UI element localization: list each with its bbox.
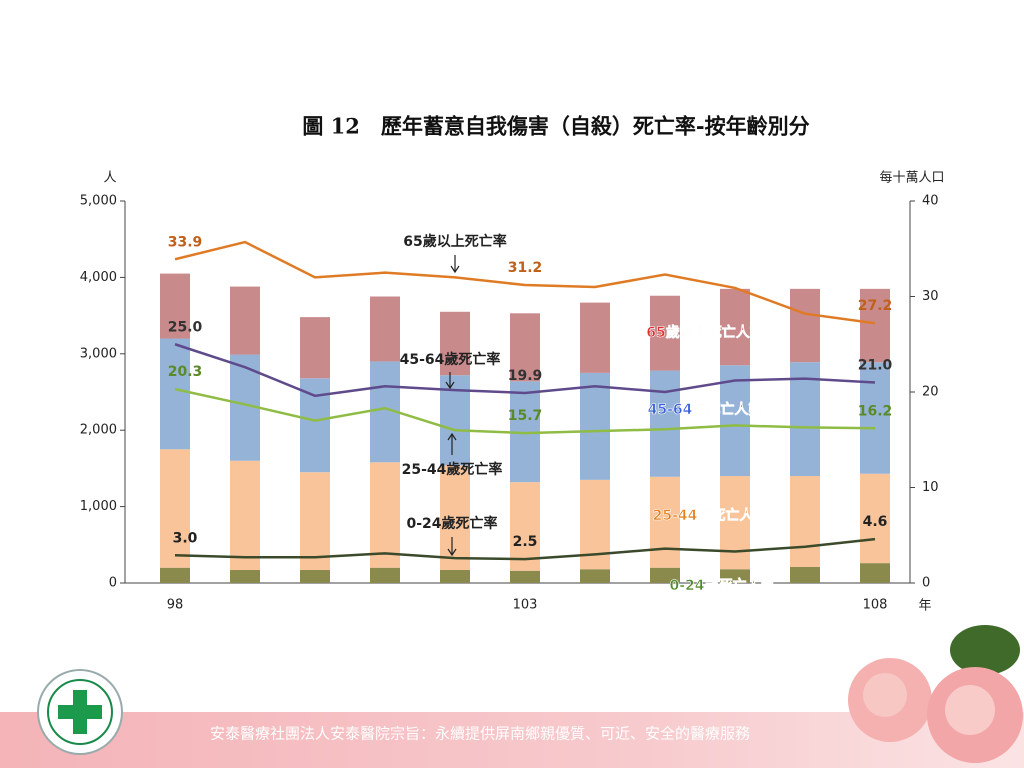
y-tick-label: 0 — [109, 576, 117, 591]
value-label: 31.2 — [508, 260, 543, 276]
bar-segment — [860, 563, 890, 583]
series-label: 65歲以上死亡人數 — [646, 324, 763, 341]
series-label: 0-24歲死亡人數 — [669, 577, 774, 594]
series-label: 25-44歲死亡人數 — [653, 507, 768, 524]
value-label: 25.0 — [168, 319, 203, 335]
bar-segment — [790, 566, 820, 583]
bar-segment — [580, 302, 610, 373]
y2-tick-label: 40 — [922, 194, 939, 209]
bar-segment — [720, 288, 750, 366]
y2-tick-label: 10 — [922, 480, 939, 495]
bar-segment — [860, 473, 890, 564]
y-tick-label: 3,000 — [80, 346, 117, 361]
value-label: 4.6 — [863, 514, 888, 530]
bar-segment — [720, 569, 750, 583]
bar-segment — [440, 465, 470, 571]
bar-segment — [440, 570, 470, 583]
value-label: 2.5 — [513, 534, 538, 550]
value-label: 19.9 — [508, 368, 543, 384]
line — [174, 343, 876, 398]
arrow-head — [447, 548, 457, 557]
value-label: 15.7 — [508, 408, 543, 424]
arrow-head — [450, 265, 460, 274]
roses — [848, 625, 1023, 763]
bar-segment — [370, 462, 400, 568]
bar-segment — [160, 449, 190, 568]
y-tick-label: 1,000 — [80, 499, 117, 514]
bar-segment — [790, 476, 820, 567]
bar-segment — [720, 476, 750, 570]
x-axis-label: 年 — [918, 599, 931, 614]
bar-segment — [160, 338, 190, 450]
x-tick-label: 108 — [863, 598, 888, 613]
line — [174, 240, 876, 325]
y2-tick-label: 0 — [922, 576, 930, 591]
y-tick-label: 4,000 — [80, 270, 117, 285]
bar-segment — [650, 370, 680, 477]
bar-segment — [510, 482, 540, 571]
bar-segment — [860, 288, 890, 363]
bar-segment — [230, 570, 260, 583]
y-axis-label: 人 — [103, 171, 116, 186]
bar-segment — [300, 472, 330, 571]
value-label: 20.3 — [168, 364, 203, 380]
series-label: 45-64歲死亡人數 — [648, 401, 763, 418]
footer-text: 安泰醫療社團法人安泰醫院宗旨：永續提供屏南鄉親優質、可近、安全的醫療服務 — [210, 725, 750, 743]
arrow-head — [445, 381, 455, 390]
bar-segment — [580, 372, 610, 480]
series-label: 0-24歲死亡率 — [406, 515, 497, 532]
series-label: 25-44歲死亡率 — [402, 461, 503, 478]
bar-segment — [580, 569, 610, 583]
bar-segment — [790, 362, 820, 477]
bar-segment — [510, 570, 540, 583]
bar-segment — [160, 273, 190, 339]
value-label: 21.0 — [858, 357, 893, 373]
y-tick-label: 5,000 — [80, 194, 117, 209]
logo — [37, 669, 123, 755]
footer-band — [0, 712, 1024, 768]
y2-axis-label: 每十萬人口 — [879, 170, 944, 186]
chart-title: 圖 12 歷年蓄意自我傷害（自殺）死亡率-按年齡別分 — [302, 114, 809, 139]
bar-segment — [300, 317, 330, 379]
bar-segment — [370, 567, 400, 583]
y-tick-label: 2,000 — [80, 423, 117, 438]
bar-segment — [300, 570, 330, 583]
value-label: 27.2 — [858, 298, 893, 314]
value-label: 33.9 — [168, 234, 203, 250]
value-label: 16.2 — [858, 403, 893, 419]
series-label: 45-64歲死亡率 — [400, 351, 501, 368]
bar-segment — [160, 567, 190, 583]
arrow-head — [447, 432, 457, 441]
y2-tick-label: 30 — [922, 289, 939, 304]
value-label: 3.0 — [173, 530, 198, 546]
series-label: 65歲以上死亡率 — [403, 233, 506, 250]
x-tick-label: 103 — [513, 598, 538, 613]
bar-segment — [440, 311, 470, 376]
bar-segment — [650, 567, 680, 583]
y2-tick-label: 20 — [922, 385, 939, 400]
bar-segment — [650, 295, 680, 371]
bar-segment — [720, 365, 750, 477]
x-tick-label: 98 — [167, 598, 184, 613]
line — [174, 537, 876, 561]
bar-segment — [230, 460, 260, 571]
bar-segment — [510, 313, 540, 382]
line — [174, 387, 876, 435]
bar-segment — [650, 476, 680, 568]
bar-segment — [230, 286, 260, 355]
bar-segment — [370, 296, 400, 362]
bar-segment — [790, 288, 820, 363]
